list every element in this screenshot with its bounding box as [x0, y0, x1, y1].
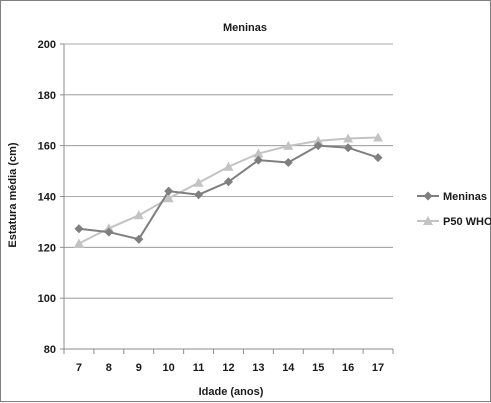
- x-tick-label: 17: [372, 362, 384, 374]
- x-tick-label: 16: [342, 362, 354, 374]
- x-tick-label: 8: [106, 362, 112, 374]
- data-point-p50-who: [73, 238, 84, 248]
- x-tick-label: 14: [282, 362, 295, 374]
- y-tick-label: 140: [38, 192, 56, 204]
- data-point-meninas: [164, 186, 174, 196]
- legend: Meninas P50 WHO: [417, 191, 491, 228]
- data-point-p50-who: [283, 140, 294, 150]
- data-point-meninas: [74, 224, 84, 234]
- data-point-p50-who: [313, 135, 324, 145]
- y-tick-label: 180: [38, 90, 56, 102]
- data-point-p50-who: [163, 193, 174, 203]
- y-tick-label: 120: [38, 242, 56, 254]
- y-tick-label: 200: [38, 39, 56, 51]
- x-axis-title: Idade (anos): [199, 386, 264, 398]
- data-point-meninas: [343, 143, 353, 153]
- data-point-p50-who: [253, 148, 264, 158]
- data-point-meninas: [283, 157, 293, 167]
- y-tick-label: 80: [44, 344, 56, 356]
- data-point-meninas: [253, 155, 263, 165]
- x-tick-label: 7: [76, 362, 82, 374]
- y-axis-title: Estatura média (cm): [7, 142, 19, 247]
- legend-label-meninas: Meninas: [443, 191, 487, 203]
- data-point-meninas: [373, 153, 383, 163]
- x-tick-label: 12: [222, 362, 234, 374]
- x-tick-label: 13: [252, 362, 264, 374]
- series-line-p50-who: [78, 136, 379, 245]
- y-tick-labels: 80 100 120 140 160 180 200: [38, 39, 56, 356]
- data-point-meninas: [134, 234, 144, 244]
- data-point-p50-who: [193, 177, 204, 187]
- axes: [63, 44, 394, 354]
- series-meninas: [74, 141, 383, 244]
- x-tick-label: 15: [312, 362, 324, 374]
- series-layer: [73, 132, 384, 248]
- legend-label-p50-who: P50 WHO: [443, 216, 491, 228]
- data-point-p50-who: [373, 132, 384, 142]
- data-point-p50-who: [223, 161, 234, 171]
- data-point-meninas: [194, 190, 204, 200]
- x-tick-label: 9: [136, 362, 142, 374]
- y-tick-label: 100: [38, 293, 56, 305]
- chart-title: Meninas: [223, 22, 267, 34]
- legend-item-p50-who: P50 WHO: [417, 216, 491, 228]
- series-p50-who: [73, 132, 384, 248]
- data-point-p50-who: [133, 210, 144, 220]
- legend-item-meninas: Meninas: [417, 191, 487, 203]
- data-point-p50-who: [343, 133, 354, 143]
- series-line-meninas: [78, 144, 379, 241]
- x-tick-label: 10: [163, 362, 175, 374]
- data-point-meninas: [313, 141, 323, 151]
- gridlines: [60, 43, 393, 350]
- legend-marker-p50-who: [423, 216, 433, 225]
- legend-marker-meninas: [423, 191, 433, 201]
- x-tick-labels: 7 8 9 10 11 12 13 14 15 16 17: [76, 362, 384, 374]
- y-tick-label: 160: [38, 141, 56, 153]
- data-point-meninas: [224, 177, 233, 187]
- data-point-meninas: [104, 227, 114, 237]
- x-tick-label: 11: [193, 362, 205, 374]
